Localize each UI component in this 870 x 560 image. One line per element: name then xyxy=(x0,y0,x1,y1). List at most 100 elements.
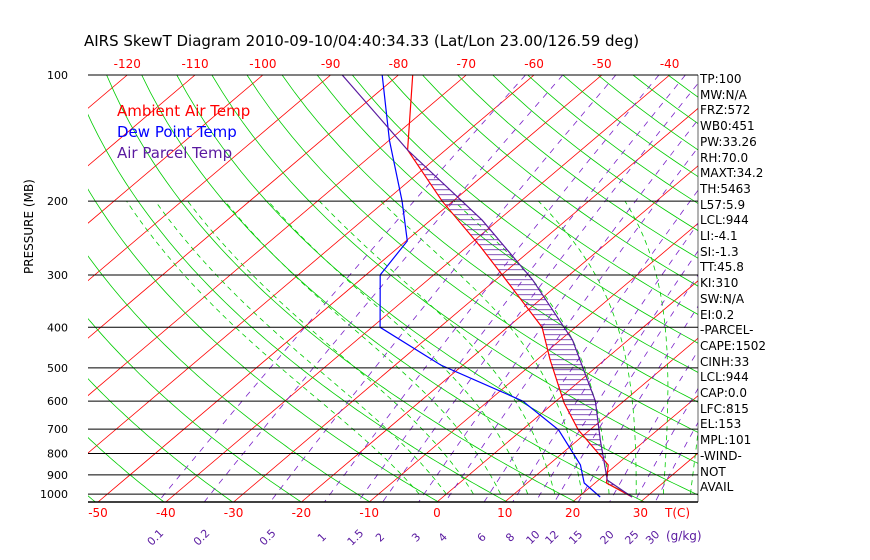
dry-adiabat-line xyxy=(106,75,577,502)
legend-parcel: Air Parcel Temp xyxy=(117,144,233,162)
mixing-ratio-tick-label: 1.5 xyxy=(345,527,367,549)
isotherm-line xyxy=(88,75,399,339)
mixing-ratio-tick-label: 15 xyxy=(566,528,585,547)
mixing-ratio-line xyxy=(535,250,698,502)
dry-adiabat-line xyxy=(88,113,509,502)
dry-adiabat-line xyxy=(88,437,165,502)
mixing-ratio-tick-label: 6 xyxy=(475,530,489,544)
dry-adiabat-line xyxy=(88,495,96,502)
moist-adiabat-line xyxy=(126,200,420,495)
dry-adiabat-line xyxy=(457,75,698,259)
mixing-ratio-line xyxy=(203,75,564,502)
index-item: TP:100 xyxy=(700,72,742,86)
bottom-temp-tick-label: -40 xyxy=(156,506,176,520)
pressure-tick-label: 300 xyxy=(47,269,68,282)
index-item: LCL:944 xyxy=(700,370,749,385)
mixing-ratio-tick-label: 30 xyxy=(643,528,662,547)
isotherm-line xyxy=(572,395,698,502)
dry-adiabat-line xyxy=(809,75,870,503)
bottom-temp-tick-label: -20 xyxy=(292,506,312,520)
isotherm-line xyxy=(88,75,264,224)
moist-adiabat-line xyxy=(224,200,501,495)
bottom-temp-tick-label: 0 xyxy=(433,506,441,520)
pressure-tick-label: 800 xyxy=(47,447,68,460)
mixing-ratio-line xyxy=(418,119,698,502)
mixing-ratio-line xyxy=(157,75,526,502)
isotherm-line xyxy=(436,280,698,502)
index-item: CAPE:1502 xyxy=(700,338,766,353)
parcel-temp-line xyxy=(341,75,633,498)
mixing-ratio-tick-label: 25 xyxy=(622,528,641,547)
index-item: -PARCEL- xyxy=(700,323,754,338)
mixing-ratio-line xyxy=(382,82,698,502)
x-axis-label: T(C) xyxy=(664,506,690,520)
moist-adiabat-line xyxy=(267,200,529,495)
pressure-tick-label: 900 xyxy=(47,469,68,482)
isotherm-line xyxy=(88,75,128,109)
dry-adiabat-line xyxy=(88,188,440,502)
moist-adiabat-line xyxy=(187,200,474,495)
legend: Ambient Air Temp Dew Point Temp Air Parc… xyxy=(117,101,250,164)
mixing-ratio-line xyxy=(444,146,698,502)
mixing-ratio-tick-label: 4 xyxy=(436,530,450,544)
legend-dewpoint: Dew Point Temp xyxy=(117,123,237,141)
moist-adiabat-line xyxy=(380,200,583,495)
pressure-tick-label: 500 xyxy=(47,362,68,375)
mixing-ratio-line xyxy=(323,75,660,502)
mixing-ratio-tick-label: 20 xyxy=(598,528,617,547)
legend-ambient: Ambient Air Temp xyxy=(117,102,251,120)
index-item: EL:153 xyxy=(700,417,742,432)
top-temp-tick-label: -100 xyxy=(249,57,276,71)
index-item: CAP:0.0 xyxy=(700,386,747,401)
isotherm-line xyxy=(504,337,698,502)
dry-adiabat-line xyxy=(492,75,698,232)
dry-adiabat-line xyxy=(844,75,870,503)
mixing-ratio-line xyxy=(633,387,698,502)
moist-adiabat-line xyxy=(538,200,637,495)
dry-adiabat-line xyxy=(387,75,698,315)
pressure-tick-label: 1000 xyxy=(40,488,68,501)
isotherm-line xyxy=(88,75,196,167)
mixing-ratio-tick-label: 0.2 xyxy=(191,527,213,549)
top-temp-tick-label: -120 xyxy=(114,57,141,71)
index-item: LFC:815 xyxy=(700,401,749,416)
index-item: MW:N/A xyxy=(700,87,747,102)
isotherm-line xyxy=(776,75,870,502)
moist-adiabat-line xyxy=(154,200,447,495)
mixing-ratio-tick-label: 0.5 xyxy=(257,527,279,549)
index-item: NOT xyxy=(700,464,726,479)
mixing-ratio-tick-label: 0.1 xyxy=(145,527,167,549)
isotherm-line xyxy=(97,75,603,502)
pressure-tick-label: 200 xyxy=(47,195,68,208)
dry-adiabat-line xyxy=(211,75,698,464)
isotherm-line xyxy=(165,75,670,502)
index-item: LCL:944 xyxy=(700,213,749,228)
top-temp-tick-label: -110 xyxy=(181,57,208,71)
top-temp-tick-label: -70 xyxy=(456,57,476,71)
pressure-tick-label: 400 xyxy=(47,321,68,334)
mixing-ratio-tick-label: 8 xyxy=(503,530,517,544)
dry-adiabat-line xyxy=(88,378,234,502)
bottom-temp-tick-label: -50 xyxy=(88,506,108,520)
index-item: MAXT:34.2 xyxy=(700,166,764,181)
isotherm-line xyxy=(301,165,698,502)
top-temp-tick-label: -50 xyxy=(592,57,612,71)
isotherm-line xyxy=(88,75,535,454)
index-item: KI:310 xyxy=(700,276,739,291)
bottom-temp-tick-label: -10 xyxy=(359,506,379,520)
bottom-temp-tick-label: 30 xyxy=(633,506,648,520)
isotherm-line xyxy=(368,222,698,502)
isotherm-line xyxy=(0,75,59,502)
mixing-ratio-axis-label: (g/kg) xyxy=(666,529,702,543)
bottom-temp-tick-label: 20 xyxy=(565,506,580,520)
dry-adiabat-line xyxy=(281,75,698,403)
bottom-temp-tick-label: 10 xyxy=(497,506,512,520)
dry-adiabat-line xyxy=(316,75,698,373)
bottom-temp-tick-label: -30 xyxy=(224,506,244,520)
index-item: L57:5.9 xyxy=(700,197,746,212)
mixing-ratio-tick-label: 2 xyxy=(373,530,387,544)
top-temp-tick-label: -60 xyxy=(524,57,544,71)
dry-adiabat-line xyxy=(176,75,698,496)
index-item: TT:45.8 xyxy=(700,260,744,275)
